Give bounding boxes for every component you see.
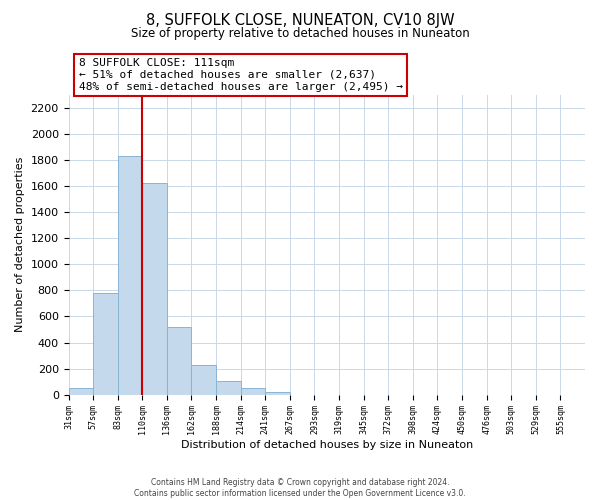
Bar [142, 184, 167, 394]
X-axis label: Distribution of detached houses by size in Nuneaton: Distribution of detached houses by size … [181, 440, 473, 450]
Bar [68, 388, 93, 394]
Text: 8, SUFFOLK CLOSE, NUNEATON, CV10 8JW: 8, SUFFOLK CLOSE, NUNEATON, CV10 8JW [146, 12, 454, 28]
Text: Size of property relative to detached houses in Nuneaton: Size of property relative to detached ho… [131, 28, 469, 40]
Bar [118, 156, 142, 394]
Y-axis label: Number of detached properties: Number of detached properties [15, 157, 25, 332]
Bar [265, 392, 290, 394]
Bar [216, 381, 241, 394]
Bar [191, 364, 216, 394]
Bar [241, 388, 265, 394]
Text: Contains HM Land Registry data © Crown copyright and database right 2024.
Contai: Contains HM Land Registry data © Crown c… [134, 478, 466, 498]
Bar [93, 293, 118, 394]
Text: 8 SUFFOLK CLOSE: 111sqm
← 51% of detached houses are smaller (2,637)
48% of semi: 8 SUFFOLK CLOSE: 111sqm ← 51% of detache… [79, 58, 403, 92]
Bar [167, 327, 191, 394]
